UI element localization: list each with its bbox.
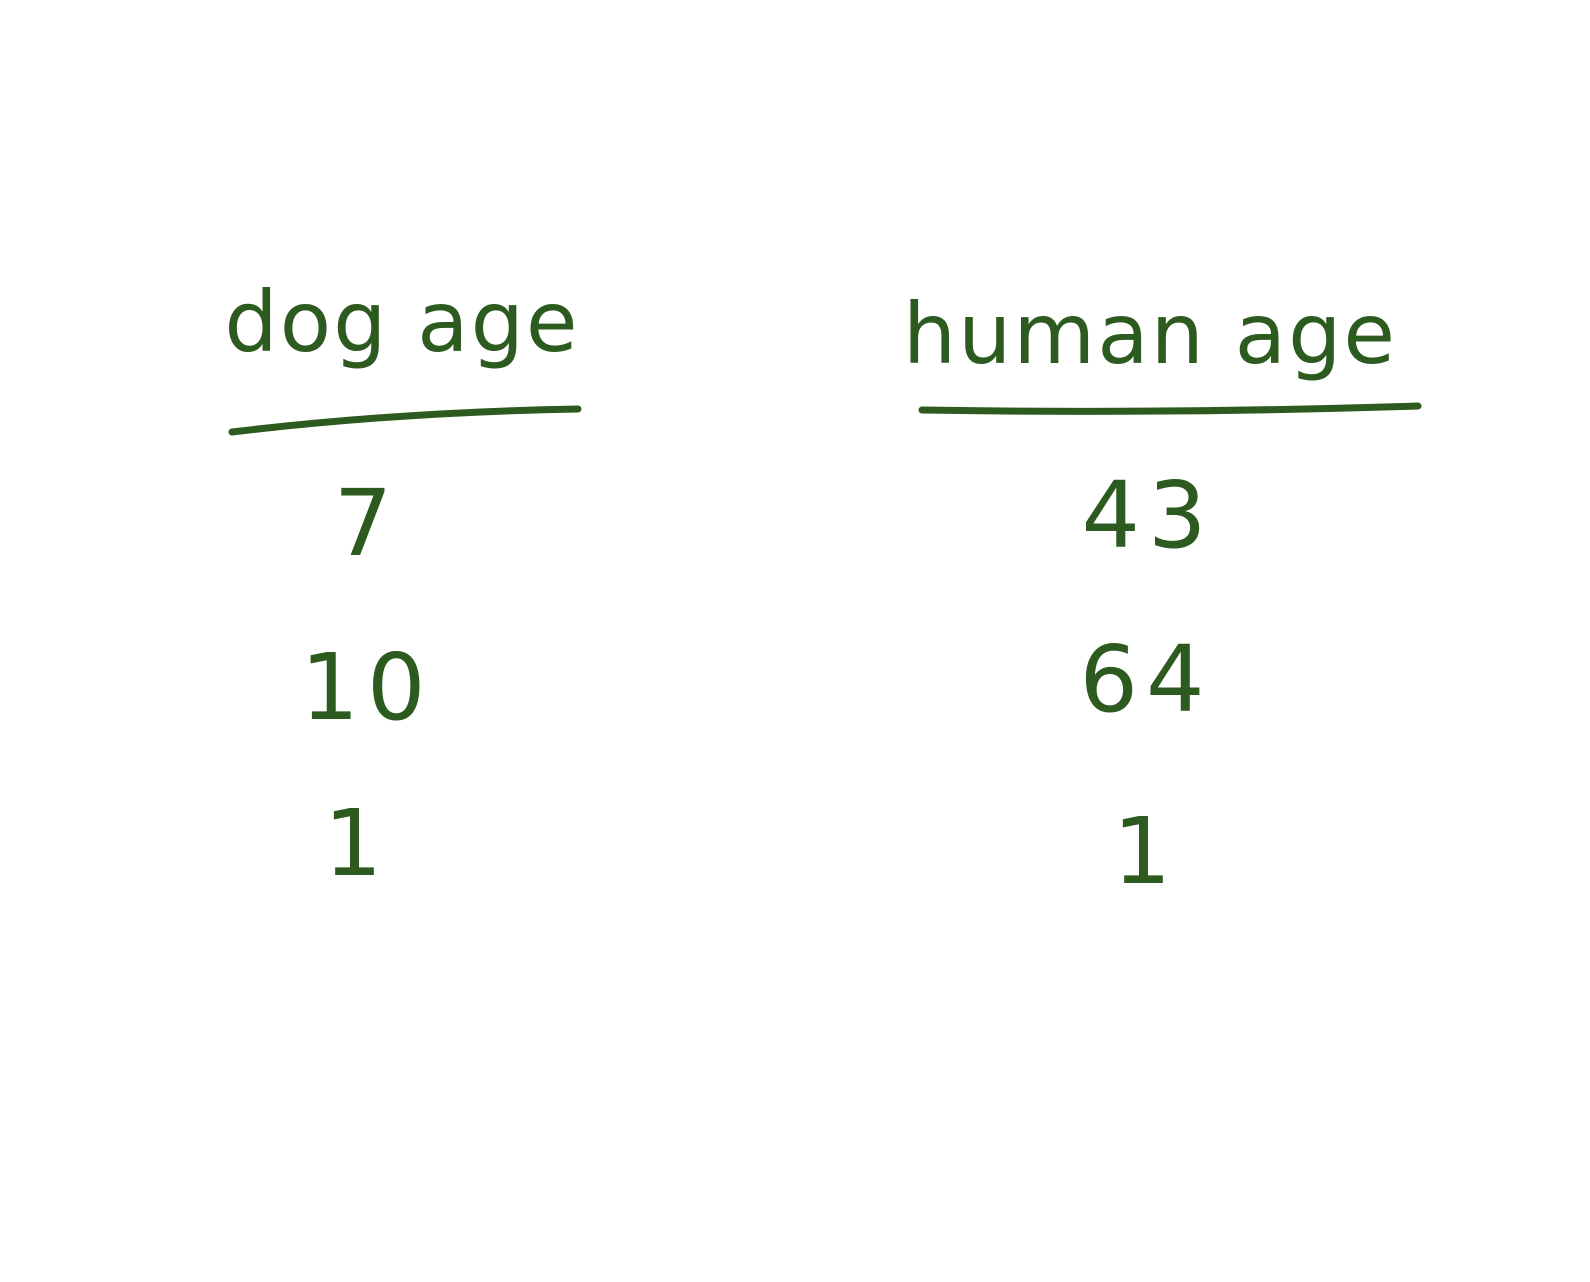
table-cell-dog-age: 7 [333,470,401,577]
column-header-human-age: human age [902,285,1398,383]
table-cell-dog-age: 1 [323,790,391,897]
table-cell-human-age: 64 [1079,626,1213,733]
header-underline-right [918,402,1422,415]
column-header-dog-age: dog age [224,273,580,371]
table-cell-human-age: 1 [1112,798,1180,905]
header-underline-left [228,405,582,436]
table-cell-human-age: 43 [1081,462,1215,569]
table-cell-dog-age: 10 [300,634,434,741]
